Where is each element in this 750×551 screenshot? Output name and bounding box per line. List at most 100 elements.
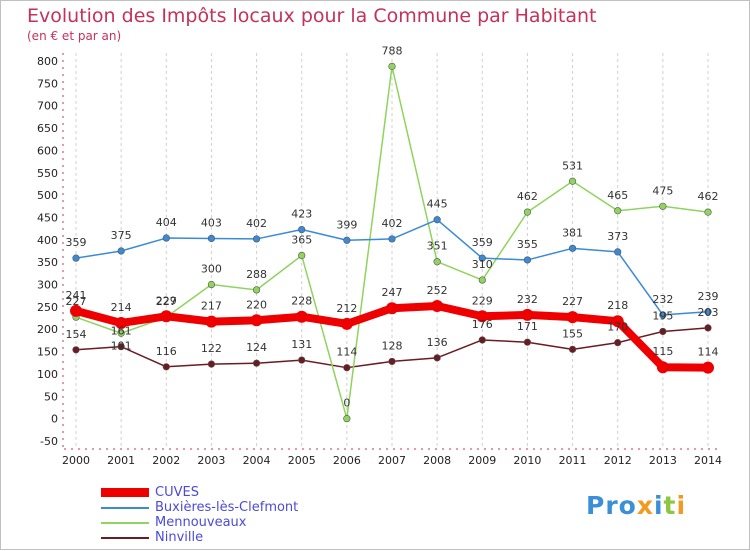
- data-point: [478, 336, 486, 344]
- data-point: [162, 363, 170, 371]
- axes: -50 0 50 100 150 200 250 300 350 400 450 500 550 600 6…: [37, 53, 722, 467]
- data-label: 355: [517, 238, 538, 251]
- data-point: [115, 316, 128, 329]
- data-point: [431, 299, 444, 312]
- data-label: 241: [66, 289, 87, 302]
- data-point: [117, 329, 125, 337]
- x-tick-label: 2011: [559, 454, 587, 467]
- data-label: 214: [111, 301, 132, 314]
- data-label: 351: [427, 240, 448, 253]
- data-point: [568, 345, 577, 353]
- data-label: 170: [607, 321, 628, 334]
- data-point: [205, 315, 218, 328]
- data-label: 122: [201, 342, 222, 355]
- data-label: 239: [698, 290, 719, 303]
- legend-item: Buxières-lès-Clefmont: [101, 500, 298, 515]
- data-label: 228: [291, 295, 312, 308]
- data-label: 402: [246, 217, 267, 230]
- data-point: [343, 415, 351, 423]
- data-label: 404: [156, 216, 177, 229]
- data-label: 229: [472, 294, 493, 307]
- x-tick-label: 2009: [468, 454, 496, 467]
- data-point: [566, 311, 579, 324]
- x-tick-label: 2005: [288, 454, 316, 467]
- legend-swatch: [101, 506, 149, 509]
- x-tick-label: 2007: [378, 454, 406, 467]
- data-point: [568, 244, 577, 252]
- data-label: 115: [652, 345, 673, 358]
- x-tick-label: 2012: [604, 454, 632, 467]
- x-tick-label: 2003: [197, 454, 225, 467]
- y-tick-label: 350: [37, 256, 58, 269]
- data-label: 114: [336, 346, 357, 359]
- data-label: 155: [562, 327, 583, 340]
- data-label: 373: [607, 230, 628, 243]
- data-label: 227: [66, 295, 87, 308]
- x-tick-label: 2013: [649, 454, 677, 467]
- data-point: [72, 346, 80, 354]
- data-point: [388, 357, 396, 366]
- data-point: [252, 235, 261, 243]
- data-label: 212: [336, 302, 357, 315]
- data-label: 227: [156, 295, 177, 308]
- y-tick-label: 600: [37, 144, 58, 157]
- data-label: 462: [517, 190, 538, 203]
- data-point: [478, 254, 486, 262]
- data-point: [207, 234, 216, 243]
- data-point: [72, 254, 80, 262]
- y-tick-label: 750: [37, 77, 58, 90]
- data-point: [70, 304, 82, 317]
- data-label: 220: [246, 298, 267, 311]
- data-label: 232: [652, 293, 673, 306]
- y-tick-label: 550: [37, 167, 58, 180]
- data-label: 310: [472, 258, 493, 271]
- data-label: 359: [472, 236, 493, 249]
- data-point: [521, 308, 534, 321]
- data-point: [702, 361, 714, 374]
- data-point: [295, 310, 308, 323]
- data-point: [433, 216, 441, 224]
- data-label: 445: [427, 198, 448, 211]
- data-point: [252, 359, 261, 367]
- y-tick-label: 50: [44, 390, 58, 403]
- data-label: 399: [336, 218, 357, 231]
- data-label: 203: [698, 306, 719, 319]
- data-label: 116: [156, 345, 177, 358]
- data-point: [704, 308, 712, 316]
- data-label: 0: [343, 397, 350, 410]
- data-label: 365: [291, 233, 312, 246]
- data-point: [162, 234, 170, 242]
- data-label: 131: [291, 338, 312, 351]
- chart-title: Evolution des Impôts locaux pour la Comm…: [27, 5, 597, 27]
- data-label: 475: [652, 184, 673, 197]
- series-lines: [70, 62, 714, 423]
- data-point: [207, 280, 216, 289]
- data-label: 423: [291, 208, 312, 221]
- data-label: 247: [382, 286, 403, 299]
- data-point: [340, 317, 353, 330]
- data-label: 359: [66, 236, 87, 249]
- data-point: [611, 315, 624, 328]
- data-label: 465: [607, 189, 628, 202]
- data-label: 114: [698, 346, 719, 359]
- data-label: 124: [246, 341, 267, 354]
- data-label: 191: [111, 339, 132, 352]
- y-tick-label: 150: [37, 346, 58, 359]
- y-tick-label: 800: [37, 55, 58, 68]
- y-tick-label: -50: [40, 435, 58, 448]
- data-point: [343, 236, 351, 244]
- data-point: [117, 343, 125, 351]
- y-tick-label: 200: [37, 323, 58, 336]
- data-point: [478, 276, 486, 284]
- data-point: [614, 339, 622, 347]
- data-point: [386, 302, 398, 315]
- data-label: 375: [111, 229, 132, 242]
- data-point: [568, 177, 577, 185]
- legend-item: CUVES: [101, 485, 298, 500]
- legend-label: Ninville: [155, 530, 204, 545]
- y-tick-label: 250: [37, 301, 58, 314]
- y-tick-label: 100: [37, 368, 58, 381]
- data-label: 381: [562, 226, 583, 239]
- data-label: 229: [156, 294, 177, 307]
